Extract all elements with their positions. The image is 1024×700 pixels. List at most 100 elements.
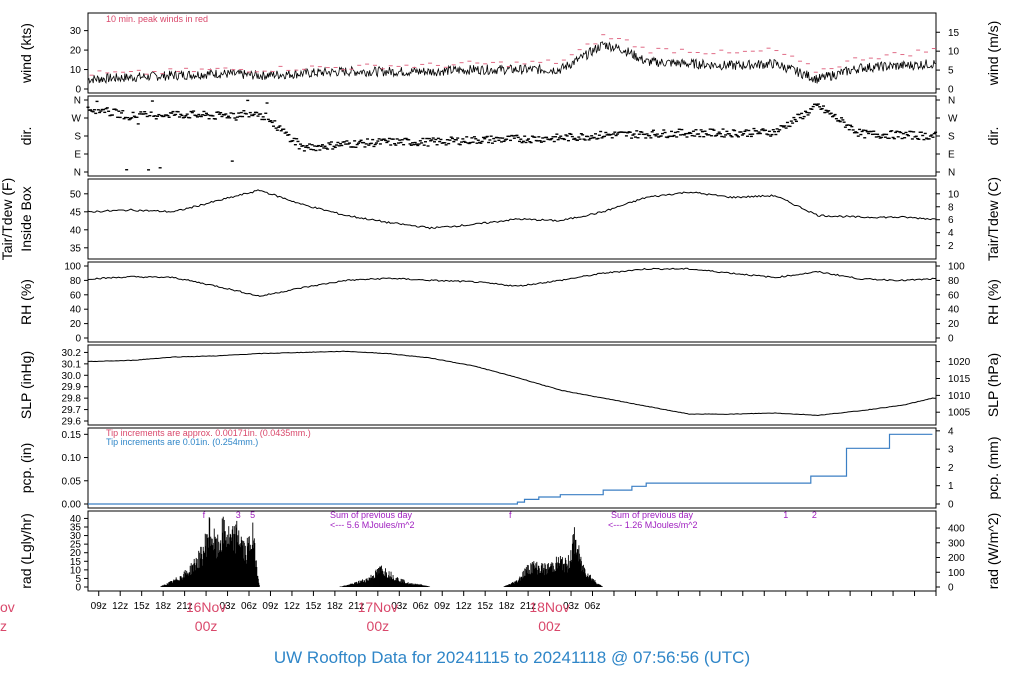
date-label: 16Nov bbox=[186, 599, 226, 615]
wind-ytick-label: 10 bbox=[70, 65, 82, 76]
dir-ytick-right-label: N bbox=[948, 168, 955, 179]
slp-ytick-label: 29.6 bbox=[62, 417, 82, 428]
rh-ylabel-right: RH (%) bbox=[985, 279, 1001, 325]
rad-panel-frame bbox=[87, 510, 937, 592]
dir-ylabel: dir. bbox=[18, 127, 34, 146]
temp-ytick-label: 40 bbox=[70, 225, 82, 236]
rh-ytick-right-label: 80 bbox=[948, 276, 960, 287]
pcp-ytick-label: 0.05 bbox=[62, 476, 82, 487]
x-tick-label: 21z bbox=[177, 601, 193, 612]
rad-sum1-value: <--- 5.6 MJoules/m^2 bbox=[330, 520, 415, 530]
x-tick-label: 09z bbox=[91, 601, 107, 612]
slp-ytick-label: 29.8 bbox=[62, 394, 82, 405]
dir-ytick-label: N bbox=[74, 168, 81, 179]
dir-ylabel-right: dir. bbox=[985, 127, 1001, 146]
rh-ytick-label: 40 bbox=[70, 305, 82, 316]
dir-ytick-label: W bbox=[72, 114, 82, 125]
x-tick-label: 18z bbox=[155, 601, 171, 612]
rad-ytick-label: 0 bbox=[75, 583, 81, 594]
rad-ylabel-right: rad (W/m^2) bbox=[985, 513, 1001, 590]
pcp-ytick-right-label: 1 bbox=[948, 481, 954, 492]
dir-ytick-label: E bbox=[74, 150, 81, 161]
slp-ytick-label: 30.2 bbox=[62, 348, 82, 359]
temp-ylabel-inside: Inside Box bbox=[18, 186, 34, 251]
rad-ytick-label: 35 bbox=[70, 523, 82, 534]
date-label-hour: 00z bbox=[538, 618, 561, 634]
dir-ytick-right-label: S bbox=[948, 132, 955, 143]
dir-ytick-right-label: W bbox=[948, 114, 958, 125]
wind-ytick-label: 30 bbox=[70, 26, 82, 37]
rad-ytick-label: 5 bbox=[75, 574, 81, 585]
rad-ytick-label: 20 bbox=[70, 548, 82, 559]
wind-panel-frame bbox=[87, 12, 937, 94]
dir-ytick-right-label: E bbox=[948, 150, 955, 161]
slp-ytick-right-label: 1010 bbox=[948, 391, 971, 402]
x-tick-label: 18z bbox=[499, 601, 515, 612]
rad-sum2-title: Sum of previous day bbox=[611, 510, 694, 520]
rh-ytick-label: 20 bbox=[70, 319, 82, 330]
x-tick-label: 03z bbox=[219, 601, 235, 612]
rad-sum1-title: Sum of previous day bbox=[330, 510, 413, 520]
x-tick-label: 03z bbox=[563, 601, 579, 612]
date-label: 17Nov bbox=[358, 599, 398, 615]
pcp-ytick-label: 0.10 bbox=[62, 453, 82, 464]
temp-ytick-right-label: 10 bbox=[948, 189, 960, 200]
rh-ytick-right-label: 0 bbox=[948, 334, 954, 345]
pcp-ylabel: pcp. (in) bbox=[18, 443, 34, 494]
rad-ytick-right-label: 200 bbox=[948, 553, 965, 564]
temp-ylabel-right: Tair/Tdew (C) bbox=[985, 177, 1001, 261]
x-tick-label: 09z bbox=[262, 601, 278, 612]
x-tick-label: 12z bbox=[112, 601, 128, 612]
slp-ytick-right-label: 1015 bbox=[948, 374, 971, 385]
date-label-fragment-hour: z bbox=[0, 618, 7, 634]
slp-ytick-label: 30.0 bbox=[62, 371, 82, 382]
rad-marker: 5 bbox=[250, 510, 255, 520]
rad-ytick-right-label: 300 bbox=[948, 538, 965, 549]
x-tick-label: 09z bbox=[434, 601, 450, 612]
rad-ytick-label: 30 bbox=[70, 531, 82, 542]
rad-ytick-right-label: 400 bbox=[948, 524, 965, 535]
slp-trace bbox=[88, 350, 936, 417]
temp-ytick-right-label: 6 bbox=[948, 215, 954, 226]
rad-marker: f bbox=[509, 510, 512, 520]
rad-ylabel: rad (Lgly/hr) bbox=[18, 513, 34, 588]
pcp-note-tip: Tip increments are 0.01in. (0.254mm.) bbox=[106, 437, 258, 447]
pcp-note-approx: Tip increments are approx. 0.00171in. (0… bbox=[106, 428, 311, 438]
rh-ytick-right-label: 40 bbox=[948, 305, 960, 316]
rad-marker: f bbox=[203, 510, 206, 520]
wind-ytick-right-label: 0 bbox=[948, 85, 954, 96]
wind-ytick-right-label: 5 bbox=[948, 66, 954, 77]
rad-ytick-label: 25 bbox=[70, 540, 82, 551]
temp-ytick-right-label: 4 bbox=[948, 228, 954, 239]
temp-trace bbox=[87, 189, 937, 230]
pcp-ytick-label: 0.15 bbox=[62, 430, 82, 441]
wind-ylabel-right: wind (m/s) bbox=[985, 21, 1001, 87]
rh-ytick-label: 100 bbox=[64, 262, 81, 273]
wind-ytick-right-label: 10 bbox=[948, 47, 960, 58]
rad-marker: 1 bbox=[783, 510, 788, 520]
temp-ytick-right-label: 8 bbox=[948, 202, 954, 213]
wind-ytick-label: 0 bbox=[75, 85, 81, 96]
rad-ytick-label: 15 bbox=[70, 557, 82, 568]
rad-ytick-right-label: 0 bbox=[948, 583, 954, 594]
pcp-ytick-right-label: 0 bbox=[948, 500, 954, 511]
pcp-panel-frame bbox=[87, 427, 937, 509]
x-tick-label: 03z bbox=[391, 601, 407, 612]
temp-ytick-label: 50 bbox=[70, 189, 82, 200]
slp-ylabel: SLP (inHg) bbox=[18, 351, 34, 419]
slp-ytick-right-label: 1005 bbox=[948, 408, 971, 419]
date-label-fragment: ov bbox=[0, 599, 15, 615]
rh-ytick-label: 60 bbox=[70, 290, 82, 301]
pcp-ytick-right-label: 3 bbox=[948, 445, 954, 456]
slp-ytick-right-label: 1020 bbox=[948, 357, 971, 368]
x-tick-label: 15z bbox=[134, 601, 150, 612]
pcp-ytick-right-label: 4 bbox=[948, 426, 954, 437]
rh-ytick-right-label: 60 bbox=[948, 290, 960, 301]
rh-ytick-right-label: 20 bbox=[948, 319, 960, 330]
x-tick-label: 15z bbox=[305, 601, 321, 612]
pcp-ylabel-right: pcp. (mm) bbox=[985, 437, 1001, 500]
dir-ytick-label: N bbox=[74, 96, 81, 107]
pcp-ytick-label: 0.00 bbox=[62, 500, 82, 511]
rad-marker: 3 bbox=[236, 510, 241, 520]
